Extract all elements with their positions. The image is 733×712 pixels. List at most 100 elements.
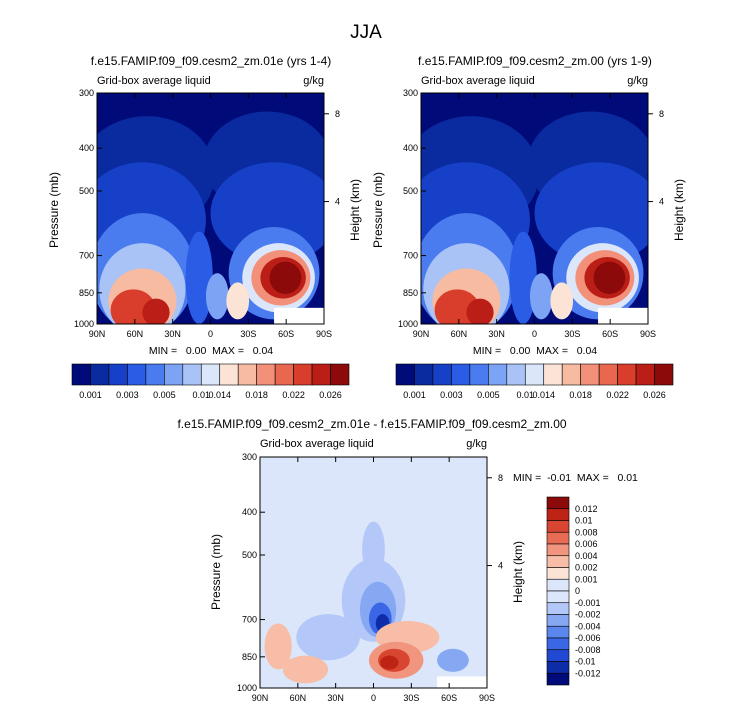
colorbar-swatch [546,520,570,533]
colorbar-swatch [561,363,581,386]
x-tick-label: 90N [413,329,430,339]
y-tick-label: 1000 [74,319,94,329]
colorbar-swatch [546,637,570,651]
field-band [380,655,399,670]
colorbar-label: 0.006 [575,539,598,549]
y-tick-label: 500 [403,186,418,196]
y-tick-label: 500 [242,550,257,560]
colorbar-label: -0.004 [575,621,601,631]
panel-2-units: g/kg [627,75,648,87]
x-tick-label: 30S [564,329,580,339]
x-tick-label: 60S [602,329,618,339]
panel-3-title: f.e15.FAMIP.f09_f09.cesm2_zm.01e - f.e15… [177,417,566,431]
colorbar-swatch [219,363,239,386]
panel-1: f.e15.FAMIP.f09_f09.cesm2_zm.01e (yrs 1-… [47,54,362,400]
colorbar-label: 0.004 [575,551,598,561]
colorbar-swatch [546,555,570,568]
x-tick-label: 60S [441,693,457,703]
colorbar-swatch [506,363,526,386]
colorbar-label: 0.002 [575,563,598,573]
colorbar-label: 0.01 [193,390,211,400]
colorbar-swatch [617,363,637,386]
colorbar-swatch [451,363,471,386]
colorbar-label: 0.001 [403,390,426,400]
colorbar-label: 0.026 [643,390,666,400]
field-band [264,623,292,670]
field-band [593,261,626,294]
colorbar-label: 0.005 [153,390,176,400]
colorbar-swatch [580,363,600,386]
colorbar-swatch [395,363,415,386]
colorbar-label: 0.026 [319,390,342,400]
colorbar-swatch [546,590,570,604]
x-tick-label: 90N [252,693,269,703]
colorbar-label: 0.014 [208,390,231,400]
colorbar-swatch [543,363,563,386]
colorbar-swatch [311,363,331,386]
colorbar-swatch [635,363,655,386]
y-tick-label: 1000 [398,319,418,329]
y-tick-label: 700 [242,615,257,625]
field-band [269,261,302,294]
colorbar-label: -0.008 [575,645,601,655]
panel-1-plot: 90N 60N 30N 0 30S 60S 90S 300 400 500 700 850 1000 8 4 [74,88,340,339]
field-missing [598,307,648,324]
colorbar-swatch [274,363,294,386]
panel-3-units: g/kg [466,438,487,450]
panel-1-ylabel: Pressure (mb) [47,172,61,248]
x-tick-label: 90N [89,329,106,339]
x-tick-label: 0 [208,329,213,339]
colorbar-swatch [488,363,508,386]
colorbar-swatch [546,661,570,674]
field-missing [274,307,324,324]
colorbar-label: 0.001 [79,390,102,400]
panel-1-stats: MIN = 0.00 MAX = 0.04 [149,345,273,357]
colorbar-swatch [145,363,165,386]
colorbar-swatch [293,363,313,386]
colorbar-swatch [200,363,221,386]
panel-1-colorbar: 0.001 0.003 0.005 0.010.014 0.018 0.022 0.026 [71,363,350,400]
y-tick-label: 400 [79,143,94,153]
colorbar-swatch [546,602,570,615]
field-band [550,282,574,320]
field-band [142,298,170,324]
panel-3-stats: MIN = -0.01 MAX = 0.01 [513,472,638,484]
colorbar-swatch [546,614,570,627]
colorbar-label: 0.012 [575,504,598,514]
colorbar-swatch [546,531,570,545]
colorbar-label: -0.002 [575,610,601,620]
colorbar-swatch [71,363,91,386]
y-tick-label: 300 [403,88,418,98]
colorbar-label: 0.022 [606,390,629,400]
x-tick-label: 30S [240,329,256,339]
colorbar-swatch [90,363,110,386]
y-tick-label: 850 [242,652,257,662]
panel-2: f.e15.FAMIP.f09_f09.cesm2_zm.00 (yrs 1-9… [371,54,686,400]
colorbar-swatch [414,363,434,386]
panel-3-field [260,457,487,688]
height-tick-label: 8 [335,109,340,119]
colorbar-label: 0.022 [282,390,305,400]
field-band [185,231,213,324]
colorbar-swatch [546,496,570,510]
panel-3-ylabel-right: Height (km) [511,541,525,603]
panel-2-plot: 90N 60N 30N 0 30S 60S 90S 300 400 500 700 850 1000 8 4 [398,88,664,339]
colorbar-swatch [546,625,570,639]
x-tick-label: 60S [278,329,294,339]
panel-3: f.e15.FAMIP.f09_f09.cesm2_zm.01e - f.e15… [177,417,638,703]
colorbar-swatch [469,363,489,386]
x-tick-label: 30S [403,693,419,703]
x-tick-label: 30N [327,693,344,703]
height-tick-label: 4 [659,197,664,207]
colorbar-swatch [598,363,618,386]
field-band [466,298,494,324]
colorbar-swatch [237,363,257,386]
colorbar-swatch [256,363,276,386]
colorbar-label: 0 [575,586,580,596]
colorbar-swatch [330,363,350,386]
colorbar-swatch [524,363,545,386]
x-tick-label: 60N [127,329,144,339]
x-tick-label: 60N [451,329,468,339]
